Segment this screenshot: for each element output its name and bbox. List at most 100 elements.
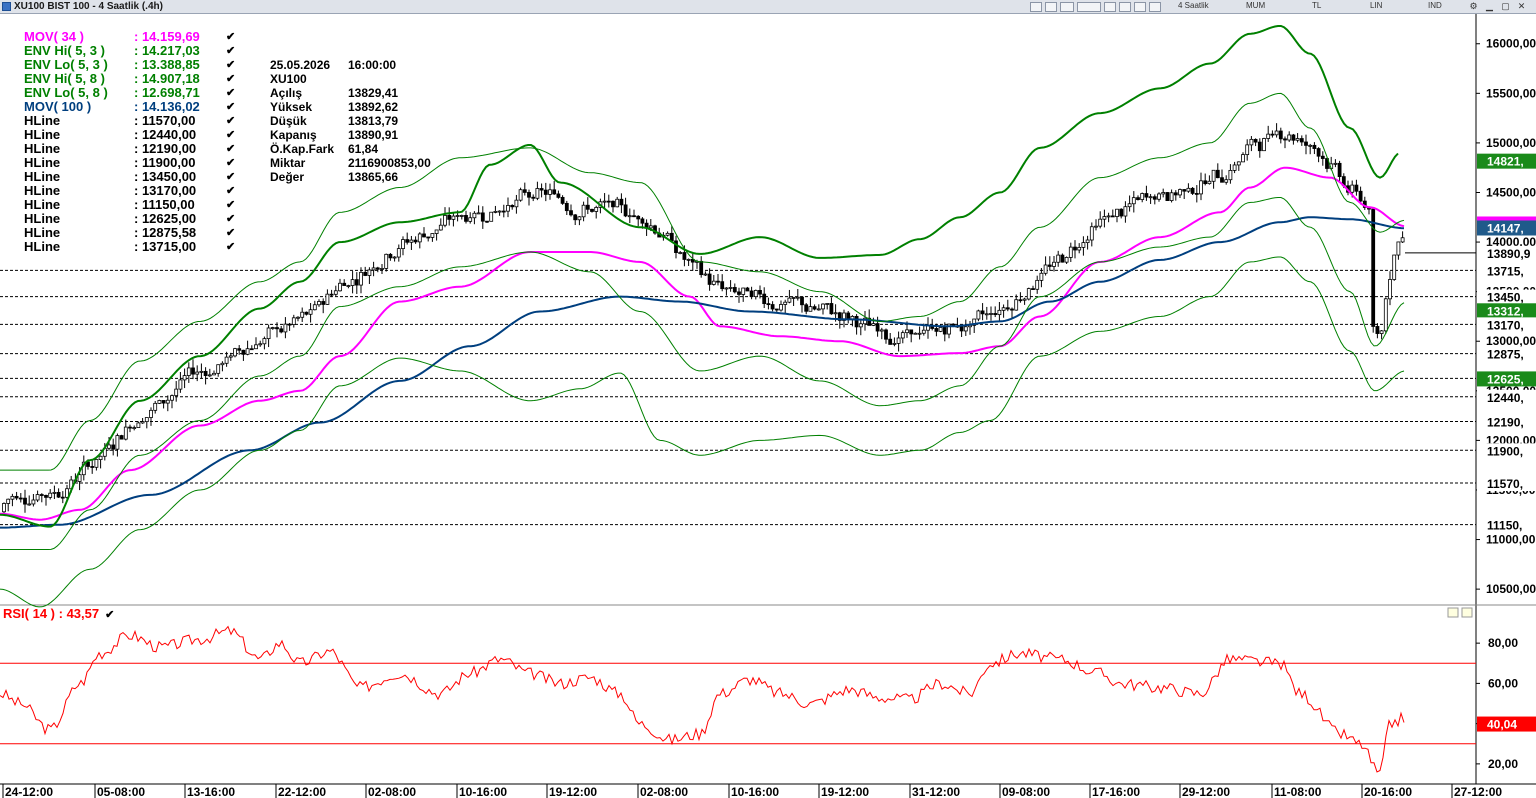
price-tag-box: [1477, 317, 1536, 333]
legend-check-icon[interactable]: ✔: [226, 87, 236, 99]
legend-check-icon[interactable]: ✔: [226, 129, 236, 141]
candle-body: [1140, 193, 1145, 200]
legend-value: : 14.907,18: [134, 71, 200, 86]
chart-canvas[interactable]: 16000,00 15500,00 15000,00 14500,00 14000,00…: [0, 14, 1536, 798]
candle-body: [304, 311, 309, 315]
price-tick-label: 16000,00: [1486, 37, 1536, 51]
candle-body: [476, 212, 481, 215]
legend-check-icon[interactable]: ✔: [226, 59, 236, 71]
toolbar-arrow-icon[interactable]: [1030, 2, 1042, 12]
legend-value: : 14.159,69: [134, 29, 200, 44]
legend-name: ENV Lo( 5, 8 ): [24, 85, 108, 100]
candle-body: [23, 497, 27, 505]
toolbar-zoom-icon[interactable]: [1104, 2, 1116, 12]
candle-body: [1035, 279, 1040, 290]
price-tag: 11570,: [1477, 476, 1536, 492]
price-tag: 12875,: [1477, 346, 1536, 362]
candle-body: [1287, 134, 1292, 141]
scale-selector[interactable]: LIN: [1370, 1, 1383, 10]
time-tick-label: 20-16:00: [1364, 785, 1412, 798]
price-tag: 14147,: [1477, 216, 1536, 236]
indicator-selector[interactable]: IND: [1428, 1, 1442, 10]
legend-check-icon[interactable]: ✔: [226, 45, 236, 57]
candle-body: [1098, 218, 1103, 227]
legend-check-icon[interactable]: ✔: [226, 73, 236, 85]
candle-body: [283, 323, 288, 333]
candle-body: [405, 239, 410, 243]
maximize-button[interactable]: ▢: [1501, 1, 1510, 11]
candle-body: [371, 267, 376, 271]
candle-body: [682, 252, 687, 260]
price-tag-label: 11570,: [1487, 477, 1523, 491]
chart-type-selector[interactable]: MUM: [1246, 1, 1266, 10]
candle-body: [716, 280, 720, 283]
toolbar-grid-icon[interactable]: [1119, 2, 1131, 12]
legend-check-icon[interactable]: ✔: [226, 227, 236, 239]
candle-body: [1274, 130, 1279, 136]
candle-body: [506, 205, 510, 212]
candle-body: [333, 290, 338, 295]
candle-body: [749, 290, 754, 298]
candle-body: [812, 306, 817, 310]
settings-gear-icon[interactable]: ⚙: [1469, 1, 1478, 11]
toolbar-study-icon[interactable]: [1077, 2, 1101, 12]
currency-selector[interactable]: TL: [1312, 1, 1322, 10]
rsi-tick-label: 20,00: [1488, 757, 1518, 771]
candle-body: [275, 327, 279, 330]
candle-body: [18, 497, 23, 500]
rsi-legend-check-icon[interactable]: ✔: [105, 609, 115, 621]
candle-body: [384, 253, 389, 269]
legend-check-icon[interactable]: ✔: [226, 241, 236, 253]
candle-body: [128, 426, 132, 429]
legend-check-icon[interactable]: ✔: [226, 101, 236, 113]
candle-body: [1119, 208, 1124, 217]
price-tag-label: 11150,: [1487, 519, 1522, 533]
price-tag-label: 13312,: [1487, 304, 1524, 318]
candle-body: [1127, 203, 1132, 208]
legend-check-icon[interactable]: ✔: [226, 199, 236, 211]
legend-check-icon[interactable]: ✔: [226, 31, 236, 43]
candle-body: [1010, 308, 1014, 311]
chart-window-icon: [2, 2, 11, 11]
candle-body: [296, 316, 300, 319]
candle-body: [480, 212, 485, 222]
legend-check-icon[interactable]: ✔: [226, 143, 236, 155]
candle-body: [1320, 155, 1325, 159]
candle-body: [1102, 216, 1107, 220]
price-tag-box: [1477, 263, 1536, 279]
candle-body: [879, 329, 884, 332]
info-time: 16:00:00: [348, 58, 397, 72]
legend-value: : 13450,00: [134, 169, 197, 184]
close-button[interactable]: ✕: [1517, 1, 1526, 11]
price-tag-box: [1477, 389, 1536, 405]
candle-body: [39, 494, 44, 496]
toolbar-settings-icon[interactable]: [1149, 2, 1161, 12]
legend-check-icon[interactable]: ✔: [226, 115, 236, 127]
price-tag: 11150,: [1477, 517, 1536, 533]
candle-body: [392, 256, 397, 259]
legend-check-icon[interactable]: ✔: [226, 157, 236, 169]
candle-body: [737, 291, 741, 295]
toolbar-draw-icon[interactable]: [1060, 2, 1074, 12]
legend-check-icon[interactable]: ✔: [226, 185, 236, 197]
candle-body: [837, 312, 842, 321]
toolbar-cursor-icon[interactable]: [1134, 2, 1146, 12]
candle-body: [606, 200, 611, 203]
candle-body: [1131, 197, 1136, 205]
legend-check-icon[interactable]: ✔: [226, 171, 236, 183]
candle-body: [447, 215, 452, 220]
toolbar-edit-icon[interactable]: [1045, 2, 1057, 12]
candle-body: [1299, 138, 1304, 143]
minimize-button[interactable]: ▁: [1486, 1, 1493, 11]
candle-body: [1400, 237, 1405, 243]
candle-body: [1068, 246, 1073, 258]
timeframe-selector[interactable]: 4 Saatlik: [1178, 1, 1209, 10]
candle-body: [1203, 180, 1208, 185]
candle-body: [161, 400, 166, 404]
candle-body: [459, 215, 464, 217]
time-tick-label: 10-16:00: [459, 785, 507, 798]
legend-check-icon[interactable]: ✔: [226, 213, 236, 225]
candle-body: [552, 189, 557, 195]
candle-body: [1165, 192, 1170, 201]
